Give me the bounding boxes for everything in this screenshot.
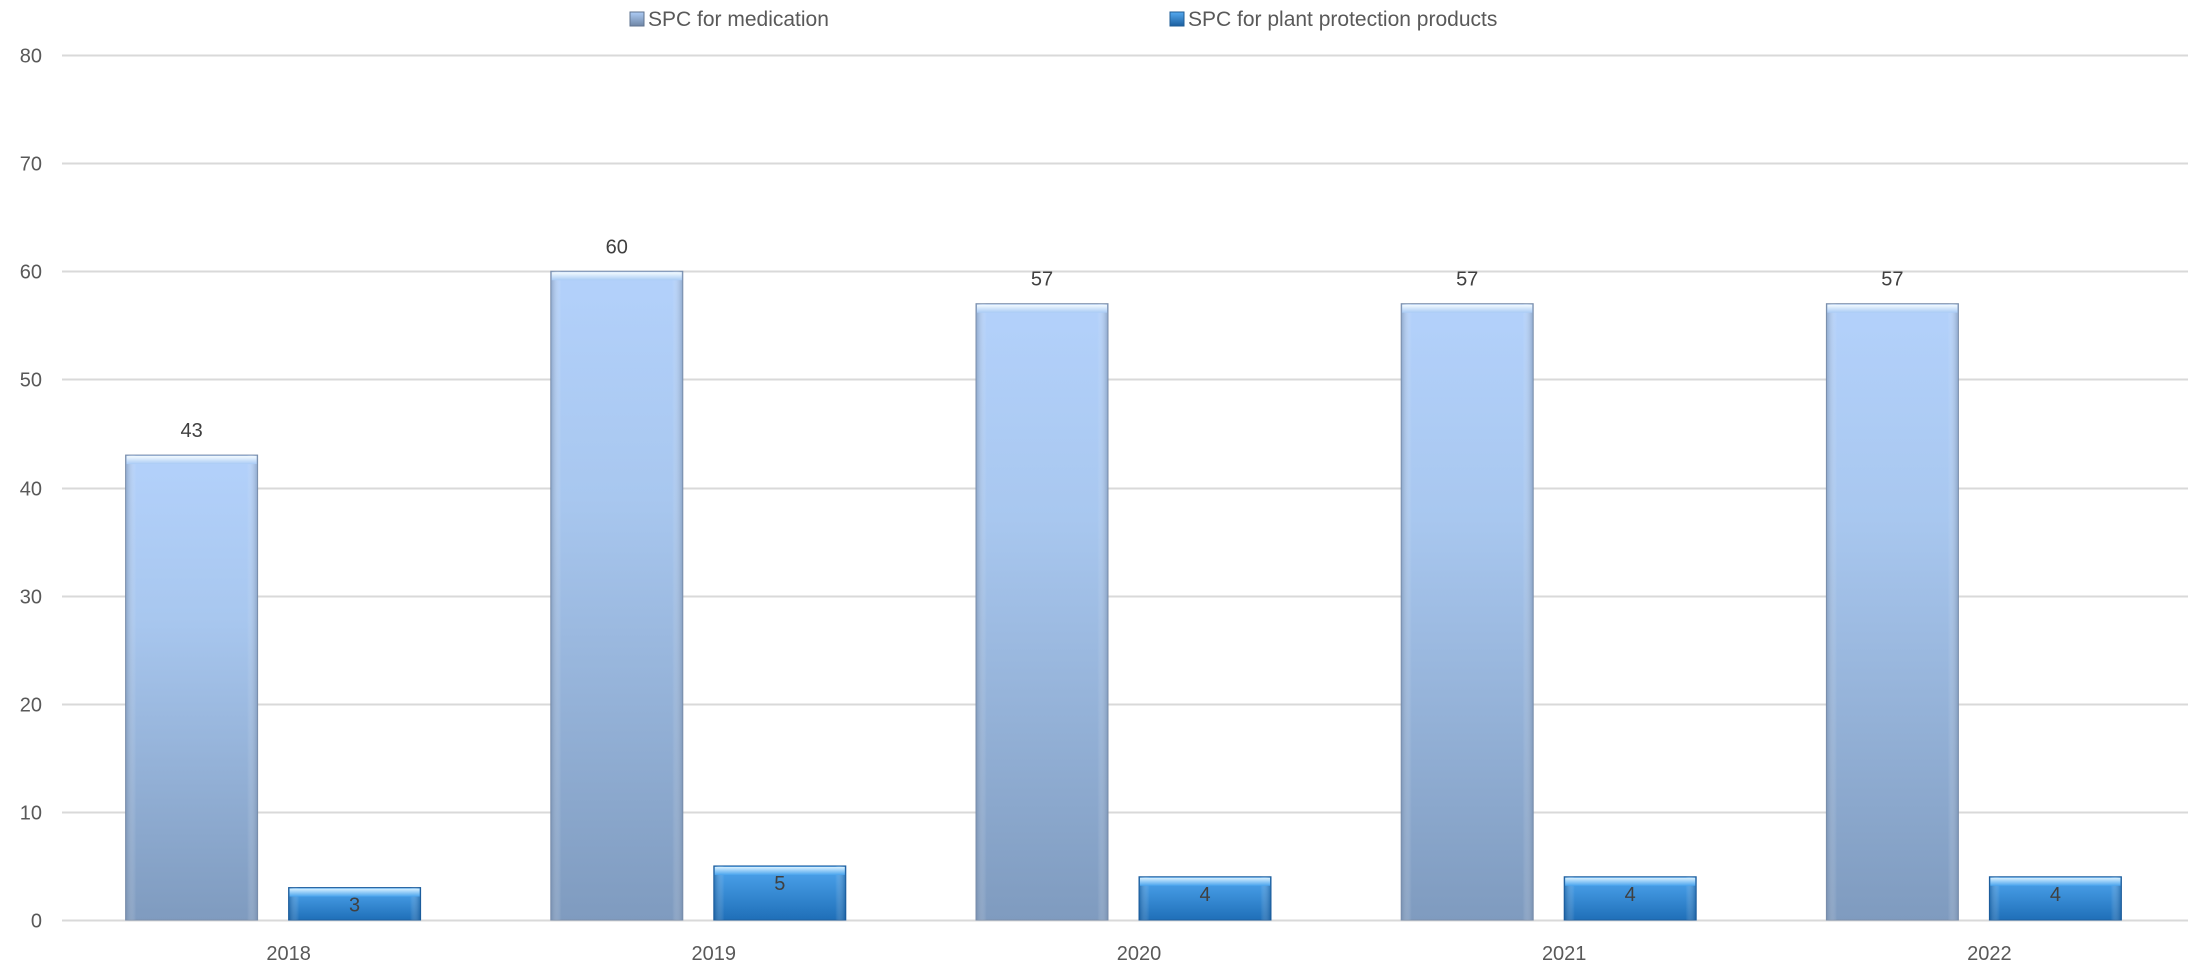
x-tick-label-2019: 2019: [692, 943, 737, 965]
bar-plant-protection-2021: [1563, 876, 1697, 921]
y-tick-label-20: 20: [20, 695, 42, 717]
bar-medication-2020: [975, 303, 1109, 921]
y-tick-label-40: 40: [20, 479, 42, 501]
bar-shade-medication-2018: [125, 455, 258, 920]
bar-medication-2022: [1825, 303, 1959, 921]
data-label-medication-2022: 57: [1881, 269, 1903, 291]
data-label-plant-protection-2022: 4: [2050, 884, 2061, 906]
bar-cap-medication-2020: [977, 304, 1107, 313]
bar-shade-medication-2022: [1826, 303, 1959, 920]
bar-plant-protection-2019: [713, 865, 847, 921]
y-tick-label-80: 80: [20, 46, 42, 68]
bar-medication-2018: [125, 454, 259, 921]
data-label-plant-protection-2020: 4: [1199, 884, 1210, 906]
data-label-plant-protection-2018: 3: [349, 895, 360, 917]
legend-label-medication: SPC for medication: [648, 8, 829, 31]
data-label-plant-protection-2019: 5: [774, 873, 785, 895]
x-tick-label-2022: 2022: [1967, 943, 2012, 965]
bar-cap-medication-2019: [551, 272, 682, 281]
x-tick-label-2020: 2020: [1117, 943, 1162, 965]
data-labels: 43 3 60 5 57 4 57 4 57 4: [180, 236, 2060, 916]
legend-item-medication: SPC for medication: [629, 8, 829, 31]
gridlines: [62, 54, 2188, 922]
data-label-plant-protection-2021: 4: [1625, 884, 1636, 906]
bar-cap-medication-2022: [1827, 304, 1958, 313]
data-label-medication-2021: 57: [1456, 269, 1478, 291]
data-label-medication-2020: 57: [1031, 269, 1053, 291]
bars: [125, 270, 2122, 921]
x-tick-label-2021: 2021: [1542, 943, 1587, 965]
bar-shade-plant-protection-2019: [713, 865, 846, 920]
bar-plant-protection-2018: [288, 887, 422, 921]
bar-cap-plant-protection-2022: [1990, 877, 2121, 886]
bar-plant-protection-2022: [1988, 876, 2122, 921]
bar-cap-plant-protection-2018: [289, 888, 420, 897]
legend-label-plant-protection: SPC for plant protection products: [1188, 8, 1497, 31]
bar-shade-medication-2021: [1401, 303, 1534, 920]
bar-medication-2021: [1400, 303, 1534, 921]
legend: SPC for medication SPC for plant protect…: [629, 8, 1497, 31]
bar-cap-plant-protection-2020: [1140, 877, 1270, 886]
y-tick-label-60: 60: [20, 262, 42, 284]
y-tick-label-70: 70: [20, 154, 42, 176]
bar-cap-plant-protection-2019: [714, 866, 845, 875]
bar-cap-plant-protection-2021: [1565, 877, 1696, 886]
y-tick-label-50: 50: [20, 370, 42, 392]
legend-item-plant-protection: SPC for plant protection products: [1169, 8, 1497, 31]
x-axis-ticks: 2018 2019 2020 2021 2022: [266, 943, 2011, 965]
bar-cap-medication-2018: [126, 456, 257, 465]
data-label-medication-2018: 43: [180, 420, 202, 442]
legend-swatch-medication: [629, 11, 645, 27]
y-tick-label-0: 0: [31, 911, 42, 933]
bar-shade-medication-2020: [976, 303, 1108, 920]
bar-plant-protection-2020: [1138, 876, 1272, 921]
bar-medication-2019: [550, 270, 684, 921]
data-label-medication-2019: 60: [606, 236, 628, 258]
bar-shade-medication-2019: [550, 271, 683, 920]
y-tick-label-30: 30: [20, 587, 42, 609]
legend-swatch-plant-protection: [1169, 11, 1185, 27]
y-tick-label-10: 10: [20, 803, 42, 825]
y-axis-ticks: 0 10 20 30 40 50 60 70 80: [20, 46, 42, 933]
bar-cap-medication-2021: [1402, 304, 1533, 313]
x-tick-label-2018: 2018: [266, 943, 311, 965]
